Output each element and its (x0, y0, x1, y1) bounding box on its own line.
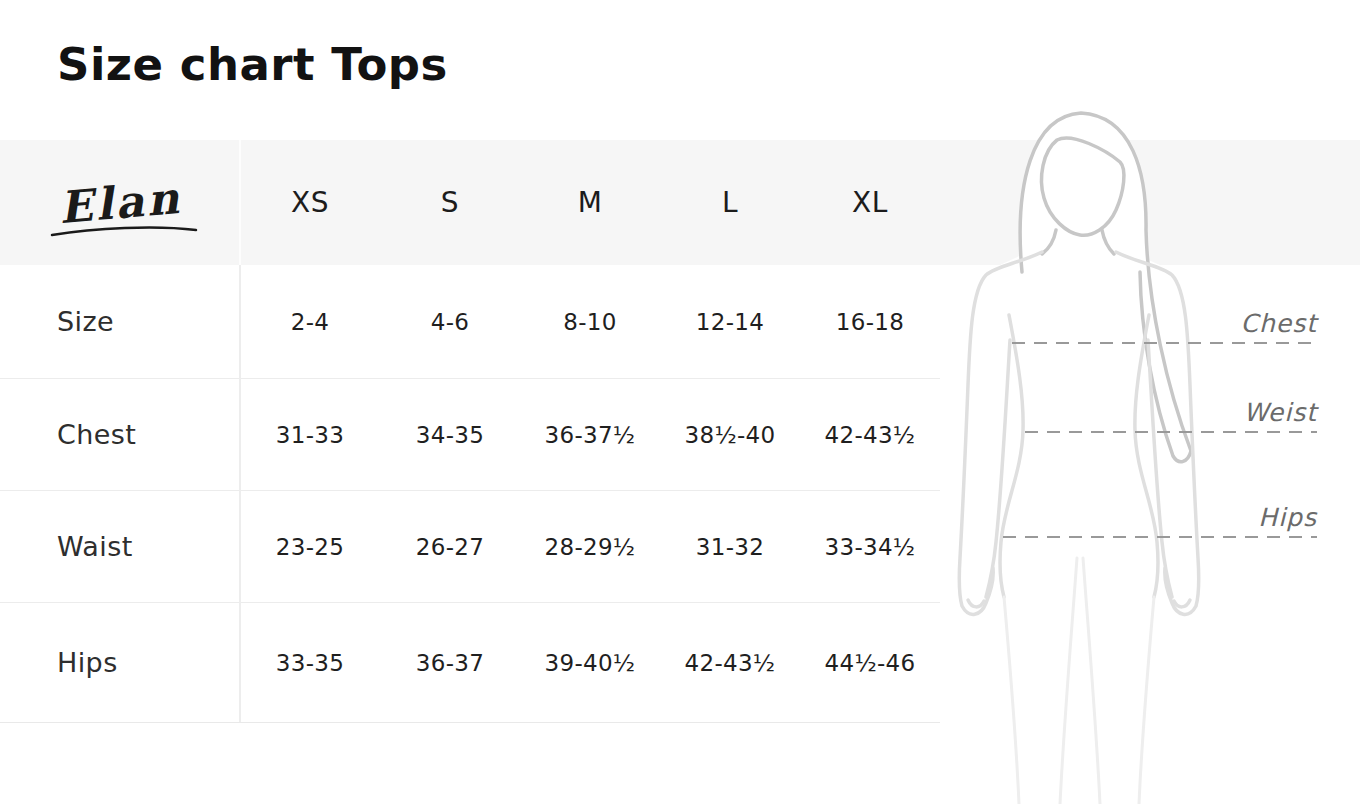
waist-xs-value: 23-25 (240, 490, 380, 602)
table-column-divider (239, 265, 241, 722)
waist-m-value: 28-29½ (520, 490, 660, 602)
row-label-size: Size (0, 265, 240, 378)
row-label-hips: Hips (0, 602, 240, 722)
column-header-s: S (380, 140, 520, 265)
size-s-value: 4-6 (380, 265, 520, 378)
size-l-value: 12-14 (660, 265, 800, 378)
row-label-waist: Waist (0, 490, 240, 602)
body-figure-illustration: Chest Weist Hips (940, 100, 1360, 804)
hips-l-value: 42-43½ (660, 602, 800, 722)
chest-xs-value: 31-33 (240, 378, 380, 490)
size-table: Elan XS S M L XL Size 2-4 4-6 8-10 12-14… (0, 140, 940, 723)
column-header-l: L (660, 140, 800, 265)
column-header-m: M (520, 140, 660, 265)
hips-s-value: 36-37 (380, 602, 520, 722)
waist-s-value: 26-27 (380, 490, 520, 602)
waist-l-value: 31-32 (660, 490, 800, 602)
column-header-xl: XL (800, 140, 940, 265)
chest-m-value: 36-37½ (520, 378, 660, 490)
hips-m-value: 39-40½ (520, 602, 660, 722)
chest-l-value: 38½-40 (660, 378, 800, 490)
column-header-xs: XS (240, 140, 380, 265)
hips-xs-value: 33-35 (240, 602, 380, 722)
row-label-chest: Chest (0, 378, 240, 490)
brand-logo-underline (50, 224, 200, 238)
size-xl-value: 16-18 (800, 265, 940, 378)
size-xs-value: 2-4 (240, 265, 380, 378)
page-title: Size chart Tops (57, 38, 448, 91)
chest-xl-value: 42-43½ (800, 378, 940, 490)
size-m-value: 8-10 (520, 265, 660, 378)
hips-xl-value: 44½-46 (800, 602, 940, 722)
size-chart-page: Size chart Tops (0, 0, 1360, 804)
waist-xl-value: 33-34½ (800, 490, 940, 602)
waist-measure-label: Weist (1244, 398, 1320, 427)
chest-measure-label: Chest (1240, 309, 1319, 338)
table-column-divider-header (239, 140, 241, 265)
hips-measure-label: Hips (1258, 503, 1318, 532)
chest-s-value: 34-35 (380, 378, 520, 490)
brand-logo: Elan (0, 140, 240, 265)
